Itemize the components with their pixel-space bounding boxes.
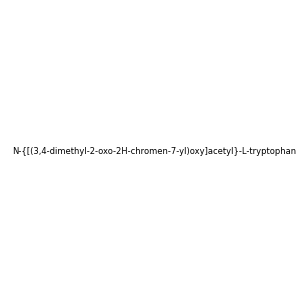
Text: N-{[(3,4-dimethyl-2-oxo-2H-chromen-7-yl)oxy]acetyl}-L-tryptophan: N-{[(3,4-dimethyl-2-oxo-2H-chromen-7-yl)… bbox=[12, 147, 296, 156]
